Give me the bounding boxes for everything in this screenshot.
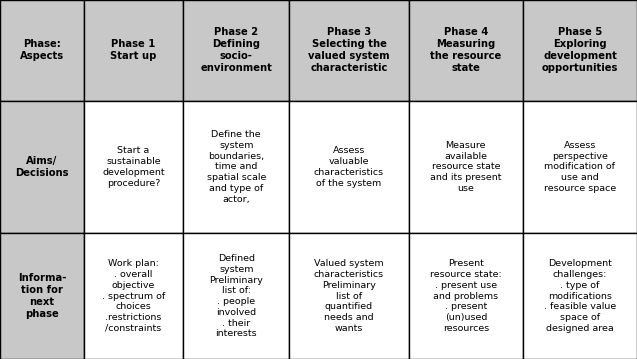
- Bar: [0, 233, 84, 359]
- Text: Aims/
Decisions: Aims/ Decisions: [15, 156, 69, 178]
- Text: Development
challenges:
. type of
modifications
. feasible value
space of
design: Development challenges: . type of modifi…: [544, 260, 616, 333]
- Text: Work plan:
. overall
objective
. spectrum of
choices
.restrictions
/constraints: Work plan: . overall objective . spectru…: [102, 260, 165, 333]
- Bar: [84, 101, 183, 233]
- Text: Phase:
Aspects: Phase: Aspects: [20, 39, 64, 61]
- Bar: [523, 0, 637, 101]
- Text: Phase 1
Start up: Phase 1 Start up: [110, 39, 157, 61]
- Text: Start a
sustainable
development
procedure?: Start a sustainable development procedur…: [103, 146, 165, 187]
- Bar: [523, 101, 637, 233]
- Bar: [84, 0, 183, 101]
- Text: Assess
valuable
characteristics
of the system: Assess valuable characteristics of the s…: [314, 146, 384, 187]
- Bar: [523, 233, 637, 359]
- Text: Phase 4
Measuring
the resource
state: Phase 4 Measuring the resource state: [430, 27, 501, 73]
- Bar: [183, 233, 289, 359]
- Bar: [409, 233, 523, 359]
- Bar: [289, 101, 409, 233]
- Bar: [289, 233, 409, 359]
- Text: Assess
perspective
modification of
use and
resource space: Assess perspective modification of use a…: [544, 141, 616, 193]
- Bar: [183, 0, 289, 101]
- Text: Phase 2
Defining
socio-
environment: Phase 2 Defining socio- environment: [200, 27, 272, 73]
- Text: Phase 3
Selecting the
valued system
characteristic: Phase 3 Selecting the valued system char…: [308, 27, 390, 73]
- Bar: [409, 0, 523, 101]
- Text: Phase 5
Exploring
development
opportunities: Phase 5 Exploring development opportunit…: [541, 27, 618, 73]
- Bar: [409, 101, 523, 233]
- Text: Present
resource state:
. present use
and problems
. present
(un)used
resources: Present resource state: . present use an…: [430, 260, 502, 333]
- Bar: [183, 101, 289, 233]
- Text: Define the
system
boundaries,
time and
spatial scale
and type of
actor,: Define the system boundaries, time and s…: [206, 130, 266, 204]
- Text: Defined
system
Preliminary
list of:
. people
involved
. their
interests: Defined system Preliminary list of: . pe…: [210, 254, 263, 338]
- Bar: [289, 0, 409, 101]
- Bar: [0, 101, 84, 233]
- Bar: [0, 0, 84, 101]
- Bar: [84, 233, 183, 359]
- Text: Valued system
characteristics
Preliminary
list of
quantified
needs and
wants: Valued system characteristics Preliminar…: [314, 260, 384, 333]
- Text: Informa-
tion for
next
phase: Informa- tion for next phase: [18, 273, 66, 319]
- Text: Measure
available
resource state
and its present
use: Measure available resource state and its…: [430, 141, 501, 193]
